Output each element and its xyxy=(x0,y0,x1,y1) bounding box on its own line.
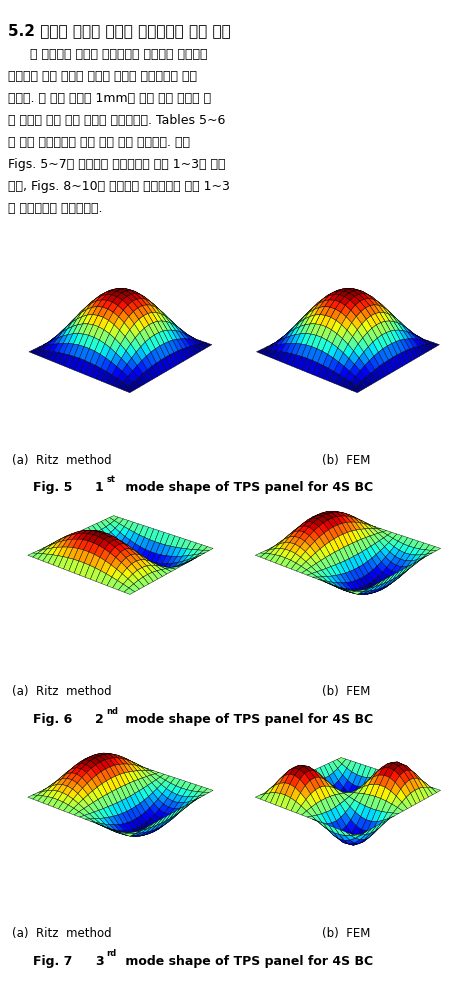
Text: mode shape of TPS panel for 4S BC: mode shape of TPS panel for 4S BC xyxy=(121,481,373,494)
Text: 1: 1 xyxy=(95,481,103,494)
Text: 하여다. 각 층의 두께가 1mm인 균일 분포 하중을 받: 하여다. 각 층의 두께가 1mm인 균일 분포 하중을 받 xyxy=(8,92,211,105)
Text: st: st xyxy=(107,475,116,484)
Text: rd: rd xyxy=(107,949,117,958)
Text: 은 각각 경계조건에 따른 모드 해석 결과이다. 또한: 은 각각 경계조건에 따른 모드 해석 결과이다. 또한 xyxy=(8,136,190,149)
Text: Fig. 5: Fig. 5 xyxy=(33,481,73,494)
Text: 형상, Figs. 8~10은 고정지지 경계조건일 때의 1~3: 형상, Figs. 8~10은 고정지지 경계조건일 때의 1~3 xyxy=(8,180,230,193)
Text: 는 모델에 대해 모드 해석을 수행하여다. Tables 5~6: 는 모델에 대해 모드 해석을 수행하여다. Tables 5~6 xyxy=(8,114,225,127)
Text: 검증하기 위해 열방어 시스템 패널의 모드해석을 수행: 검증하기 위해 열방어 시스템 패널의 모드해석을 수행 xyxy=(8,70,197,83)
Text: (a)  Ritz  method: (a) Ritz method xyxy=(12,454,111,467)
Text: (b)  FEM: (b) FEM xyxy=(322,927,370,940)
Text: Fig. 6: Fig. 6 xyxy=(33,713,73,726)
Text: 3: 3 xyxy=(95,955,103,968)
Text: (b)  FEM: (b) FEM xyxy=(322,685,370,699)
Text: 본 논문에서 제시한 근사모델의 전반적인 타당성을: 본 논문에서 제시한 근사모델의 전반적인 타당성을 xyxy=(30,48,208,61)
Text: 2: 2 xyxy=(95,713,103,726)
Text: 차 모드형상을 나타내었다.: 차 모드형상을 나타내었다. xyxy=(8,202,102,215)
Text: 5.2 열방어 시스템 패널의 모드해석을 통한 검증: 5.2 열방어 시스템 패널의 모드해석을 통한 검증 xyxy=(8,23,231,38)
Text: (b)  FEM: (b) FEM xyxy=(322,454,370,467)
Text: nd: nd xyxy=(107,707,118,716)
Text: Figs. 5~7은 단순지지 경계조건일 때의 1~3차 모드: Figs. 5~7은 단순지지 경계조건일 때의 1~3차 모드 xyxy=(8,158,226,171)
Text: Fig. 7: Fig. 7 xyxy=(33,955,73,968)
Text: (a)  Ritz  method: (a) Ritz method xyxy=(12,927,111,940)
Text: mode shape of TPS panel for 4S BC: mode shape of TPS panel for 4S BC xyxy=(121,955,373,968)
Text: mode shape of TPS panel for 4S BC: mode shape of TPS panel for 4S BC xyxy=(121,713,373,726)
Text: (a)  Ritz  method: (a) Ritz method xyxy=(12,685,111,699)
